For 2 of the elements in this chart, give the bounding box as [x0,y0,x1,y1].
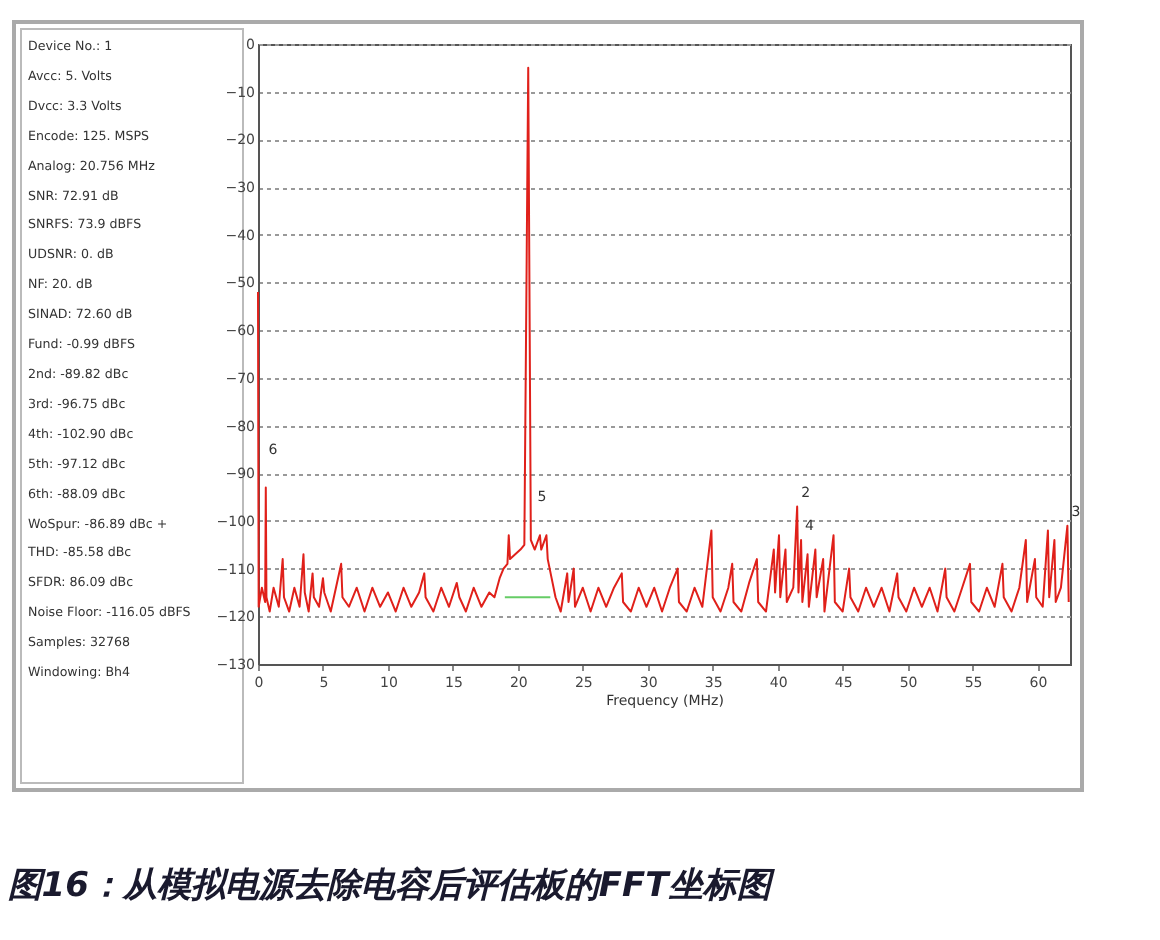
text: 图16：从模拟电源去除电容后评估板的FFT坐标图 [7,866,775,906]
line-series [257,66,1070,613]
